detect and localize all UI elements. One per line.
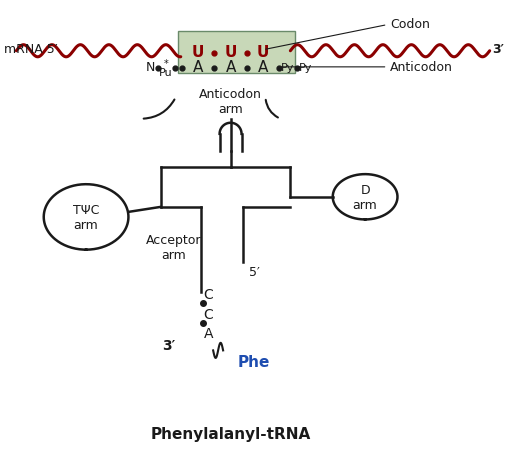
- Text: Phenylalanyl-tRNA: Phenylalanyl-tRNA: [151, 426, 311, 441]
- Text: Anticodon: Anticodon: [390, 61, 453, 74]
- Text: U: U: [192, 45, 204, 60]
- Text: *: *: [163, 59, 168, 69]
- Text: Acceptor
arm: Acceptor arm: [146, 233, 201, 262]
- Text: A: A: [193, 60, 203, 75]
- Text: TΨC
arm: TΨC arm: [73, 203, 99, 232]
- Text: A: A: [203, 326, 213, 340]
- Text: C: C: [203, 308, 213, 321]
- Text: A: A: [258, 60, 268, 75]
- Text: D
arm: D arm: [353, 183, 378, 211]
- Text: Py: Py: [299, 63, 312, 73]
- Text: Py: Py: [281, 63, 295, 73]
- Text: U: U: [225, 45, 237, 60]
- Text: 5′: 5′: [249, 265, 260, 278]
- Text: 3′: 3′: [492, 43, 504, 56]
- Text: Pu: Pu: [159, 68, 172, 78]
- Text: A: A: [226, 60, 236, 75]
- Text: Phe: Phe: [238, 355, 270, 369]
- Text: Codon: Codon: [390, 17, 430, 30]
- Text: 3′: 3′: [162, 339, 175, 353]
- FancyBboxPatch shape: [178, 31, 296, 74]
- Text: Anticodon
arm: Anticodon arm: [199, 88, 262, 116]
- Text: N: N: [146, 61, 156, 74]
- Text: mRNA 5′: mRNA 5′: [4, 43, 57, 56]
- Text: C: C: [203, 288, 213, 301]
- Text: U: U: [257, 45, 269, 60]
